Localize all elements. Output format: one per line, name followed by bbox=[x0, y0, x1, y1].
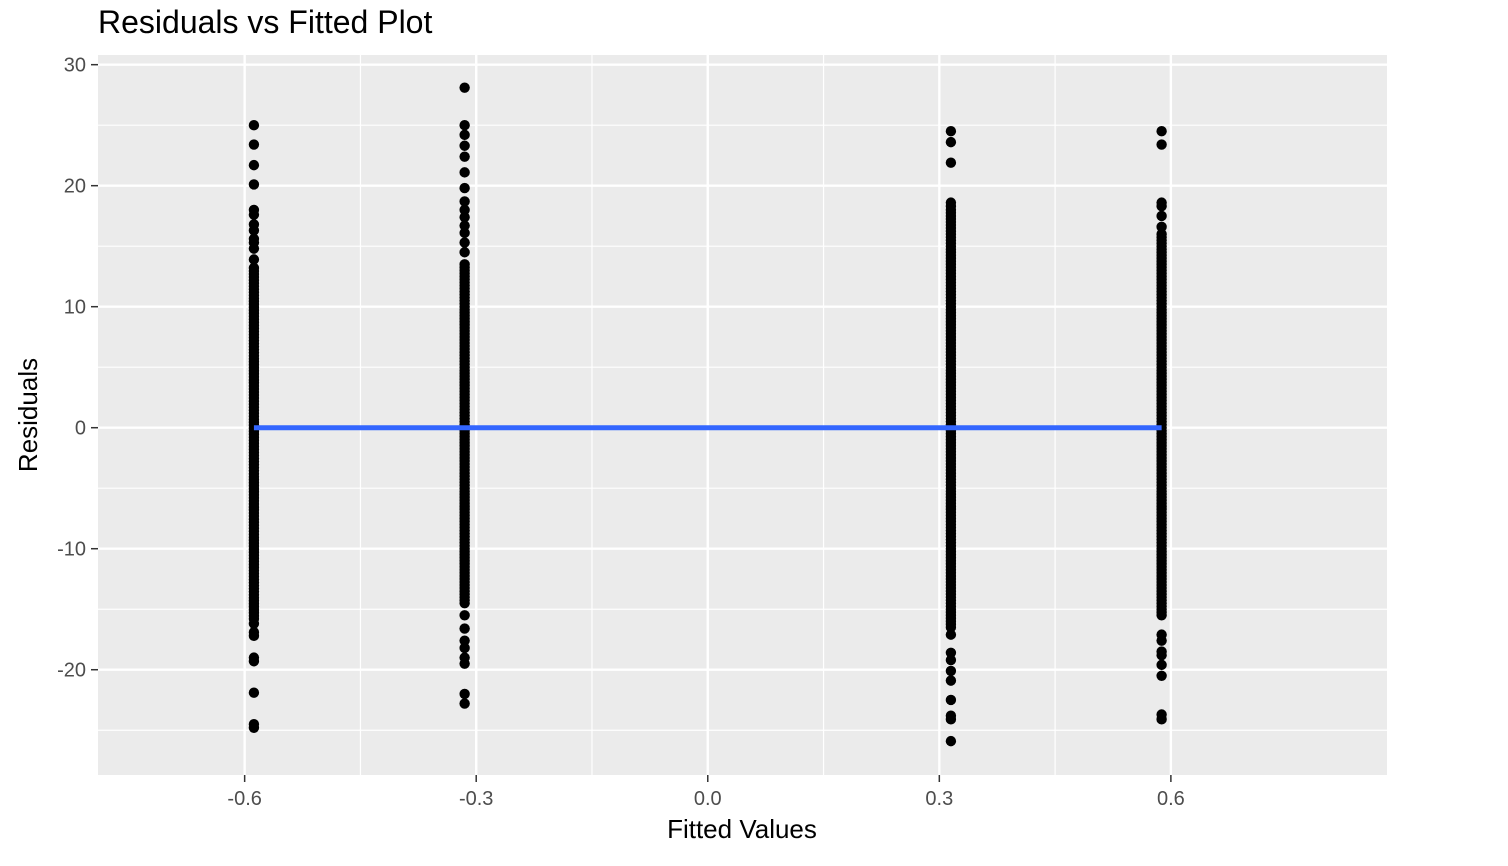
data-point bbox=[459, 610, 470, 621]
data-point bbox=[1156, 650, 1167, 661]
data-point bbox=[945, 157, 957, 168]
data-point bbox=[945, 735, 957, 747]
data-point bbox=[1156, 201, 1167, 212]
data-point bbox=[1156, 659, 1167, 671]
y-axis-title: Residuals bbox=[13, 358, 43, 472]
data-point bbox=[945, 694, 957, 706]
data-point bbox=[945, 629, 957, 640]
data-point bbox=[459, 196, 470, 207]
data-point bbox=[1156, 126, 1167, 137]
data-point bbox=[459, 167, 470, 178]
data-point bbox=[459, 642, 470, 654]
data-point bbox=[248, 618, 260, 629]
data-point bbox=[459, 227, 470, 239]
data-point bbox=[459, 623, 470, 634]
data-point bbox=[248, 209, 260, 220]
x-tick-label: -0.6 bbox=[227, 788, 261, 810]
data-point bbox=[945, 654, 957, 666]
data-point bbox=[248, 179, 260, 190]
data-point bbox=[459, 82, 470, 93]
data-point bbox=[945, 647, 957, 658]
y-tick-label: -10 bbox=[57, 539, 86, 561]
data-point bbox=[459, 151, 470, 162]
data-point bbox=[1156, 714, 1167, 725]
data-point bbox=[459, 204, 470, 216]
y-axis: -20 -10 0 10 20 30 bbox=[57, 55, 98, 682]
x-axis-title: Fitted Values bbox=[667, 814, 817, 844]
data-point bbox=[945, 714, 957, 725]
data-point bbox=[248, 139, 260, 150]
data-point bbox=[248, 159, 260, 171]
data-point bbox=[459, 237, 470, 248]
data-point bbox=[459, 182, 470, 194]
data-point bbox=[459, 140, 470, 151]
data-point bbox=[459, 658, 470, 669]
data-point bbox=[1156, 221, 1167, 233]
data-point bbox=[459, 698, 470, 709]
y-tick-label: 10 bbox=[64, 297, 86, 319]
data-point bbox=[1156, 210, 1167, 222]
plot-panel bbox=[98, 55, 1387, 775]
data-point bbox=[459, 247, 470, 258]
data-point bbox=[248, 243, 260, 254]
data-point bbox=[459, 220, 470, 231]
data-point bbox=[248, 262, 260, 274]
data-point bbox=[945, 136, 957, 148]
y-tick-label: 20 bbox=[64, 176, 86, 198]
data-point bbox=[1156, 228, 1167, 240]
x-tick-label: 0.0 bbox=[694, 788, 722, 810]
residual-points bbox=[248, 82, 1167, 747]
x-tick-label: -0.3 bbox=[459, 788, 493, 810]
data-point bbox=[459, 211, 470, 223]
chart-title: Residuals vs Fitted Plot bbox=[98, 4, 432, 40]
data-point bbox=[248, 687, 260, 698]
data-point bbox=[459, 119, 470, 131]
minor-gridlines bbox=[98, 55, 1387, 775]
data-point bbox=[248, 630, 260, 642]
data-point bbox=[459, 129, 470, 141]
data-point bbox=[459, 635, 470, 646]
data-point bbox=[945, 675, 957, 686]
data-point bbox=[248, 225, 260, 236]
x-tick-label: 0.6 bbox=[1157, 788, 1185, 810]
data-point bbox=[248, 656, 260, 667]
data-point bbox=[945, 665, 957, 677]
data-point bbox=[945, 201, 957, 212]
data-point bbox=[459, 688, 470, 700]
y-tick-label: 0 bbox=[75, 418, 86, 440]
data-point bbox=[459, 259, 470, 270]
x-tick-label: 0.3 bbox=[925, 788, 953, 810]
y-tick-label: 30 bbox=[64, 55, 86, 77]
data-point bbox=[945, 126, 957, 137]
data-point bbox=[1156, 139, 1167, 150]
data-point bbox=[248, 722, 260, 734]
data-point bbox=[248, 254, 260, 265]
data-point bbox=[248, 119, 260, 131]
data-point bbox=[1156, 670, 1167, 681]
x-axis: -0.6 -0.3 0.0 0.3 0.6 bbox=[227, 775, 1185, 810]
y-tick-label: -20 bbox=[57, 660, 86, 682]
data-point bbox=[1156, 635, 1167, 646]
